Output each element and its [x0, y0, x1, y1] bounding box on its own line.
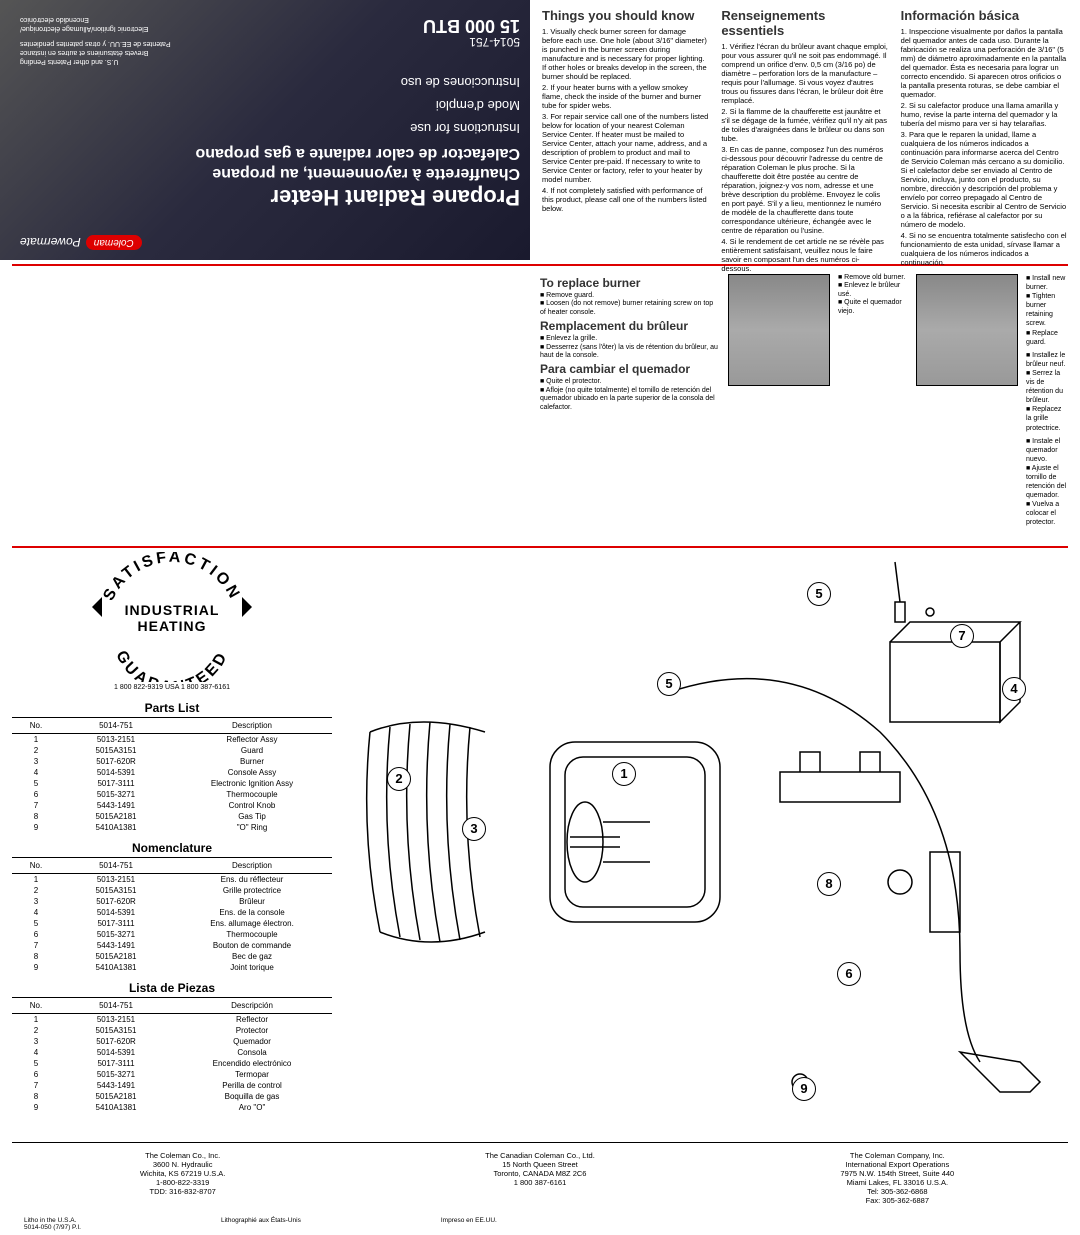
- addr-intl: The Coleman Company, Inc. International …: [739, 1151, 1056, 1205]
- addr-us: The Coleman Co., Inc. 3600 N. Hydraulic …: [24, 1151, 341, 1205]
- table-row: 15013-2151Ens. du réflecteur: [12, 873, 332, 885]
- table-row: 55017-3111Electronic Ignition Assy: [12, 778, 332, 789]
- table-row: 65015-3271Thermocouple: [12, 929, 332, 940]
- svg-text:GUARANTEED: GUARANTEED: [112, 648, 231, 682]
- title-es: Calefactor de calor radiante a gas propa…: [10, 144, 520, 162]
- parts-title-es: Lista de Piezas: [12, 981, 332, 995]
- patents-en: U.S. and other Patents Pending: [20, 57, 171, 66]
- table-row: 85015A2181Boquilla de gas: [12, 1091, 332, 1102]
- title-fr: Chaufferette à rayonnement, au propane: [10, 164, 520, 182]
- title-en: Propane Radiant Heater: [10, 184, 520, 210]
- callout-6: 6: [837, 962, 861, 986]
- table-row: 35017-620RBrûleur: [12, 896, 332, 907]
- info-title-en: Things you should know: [542, 8, 709, 23]
- brand-logo: Coleman: [86, 235, 142, 250]
- table-row: 85015A2181Bec de gaz: [12, 951, 332, 962]
- model-number: 5014-751: [469, 35, 520, 49]
- sub-fr: Mode d'emploi: [10, 98, 520, 113]
- callout-3: 3: [462, 817, 486, 841]
- patents-fr: Brevets étatsuniens et autres en instanc…: [20, 48, 171, 57]
- btu-rating: 15 000 BTU: [423, 15, 520, 36]
- sub-en: Instructions for use: [10, 121, 520, 136]
- callout-1: 1: [612, 762, 636, 786]
- patents-es: Patentes de EE.UU. y otras patentes pend…: [20, 39, 171, 48]
- table-row: 55017-3111Encendido electrónico: [12, 1058, 332, 1069]
- product-cover: Coleman Powermate Propane Radiant Heater…: [0, 0, 530, 260]
- replace-title-fr: Remplacement du brûleur: [540, 319, 720, 333]
- table-row: 25015A3151Protector: [12, 1025, 332, 1036]
- callout-8: 8: [817, 872, 841, 896]
- callout-7: 7: [950, 624, 974, 648]
- replace-photo-1: [728, 274, 830, 386]
- callout-2: 2: [387, 767, 411, 791]
- table-row: 95410A1381"O" Ring: [12, 822, 332, 833]
- ignition-es: Encendido electrónico: [20, 15, 171, 24]
- callout-5a: 5: [807, 582, 831, 606]
- seal-phone: 1 800 822-9319 USA 1 800 387-6161: [12, 684, 332, 691]
- table-row: 45014-5391Consola: [12, 1047, 332, 1058]
- table-row: 95410A1381Aro "O": [12, 1102, 332, 1113]
- replace-burner-section: To replace burner ■ Remove guard. ■ Loos…: [0, 270, 1080, 542]
- table-row: 75443-1491Control Knob: [12, 800, 332, 811]
- info-title-es: Información básica: [901, 8, 1068, 23]
- table-row: 15013-2151Reflector: [12, 1013, 332, 1025]
- sub-es: Instrucciones de uso: [10, 75, 520, 90]
- table-row: 35017-620RBurner: [12, 756, 332, 767]
- table-row: 35017-620RQuemador: [12, 1036, 332, 1047]
- table-row: 15013-2151Reflector Assy: [12, 733, 332, 745]
- exploded-diagram: 1 2 3 4 5 5 6 7 8 9: [332, 552, 1068, 1132]
- satisfaction-seal: SATISFACTION GUARANTEED INDUSTRIAL HEATI…: [82, 552, 262, 682]
- table-row: 25015A3151Grille protectrice: [12, 885, 332, 896]
- table-row: 65015-3271Thermocouple: [12, 789, 332, 800]
- table-row: 55017-3111Ens. allumage électron.: [12, 918, 332, 929]
- table-row: 65015-3271Termopar: [12, 1069, 332, 1080]
- footer-addresses: The Coleman Co., Inc. 3600 N. Hydraulic …: [12, 1142, 1068, 1213]
- info-title-fr: Renseignements essentiels: [721, 8, 888, 38]
- parts-table-fr: No.5014-751Description15013-2151Ens. du …: [12, 857, 332, 973]
- parts-table-es: No.5014-751Descripción15013-2151Reflecto…: [12, 997, 332, 1113]
- table-row: 45014-5391Ens. de la console: [12, 907, 332, 918]
- replace-title-en: To replace burner: [540, 276, 720, 290]
- parts-title-en: Parts List: [12, 701, 332, 715]
- callout-4: 4: [1002, 677, 1026, 701]
- replace-photo-2: [916, 274, 1018, 386]
- table-row: 85015A2181Gas Tip: [12, 811, 332, 822]
- ignition-label: Electronic Ignition/Allumage électroniqu…: [20, 24, 171, 33]
- table-row: 75443-1491Perilla de control: [12, 1080, 332, 1091]
- addr-ca: The Canadian Coleman Co., Ltd. 15 North …: [381, 1151, 698, 1205]
- table-row: 25015A3151Guard: [12, 745, 332, 756]
- info-col-fr: Renseignements essentiels 1. Vérifiez l'…: [721, 8, 888, 252]
- table-row: 75443-1491Bouton de commande: [12, 940, 332, 951]
- replace-title-es: Para cambiar el quemador: [540, 362, 720, 376]
- parts-title-fr: Nomenclature: [12, 841, 332, 855]
- callout-5b: 5: [657, 672, 681, 696]
- callout-9: 9: [792, 1077, 816, 1101]
- info-col-es: Información básica 1. Inspeccione visual…: [901, 8, 1068, 252]
- table-row: 95410A1381Joint torique: [12, 962, 332, 973]
- table-row: 45014-5391Console Assy: [12, 767, 332, 778]
- info-col-en: Things you should know 1. Visually check…: [542, 8, 709, 252]
- powermate-label: Powermate: [20, 236, 81, 250]
- svg-text:SATISFACTION: SATISFACTION: [100, 552, 243, 604]
- parts-table-en: No.5014-751Description15013-2151Reflecto…: [12, 717, 332, 833]
